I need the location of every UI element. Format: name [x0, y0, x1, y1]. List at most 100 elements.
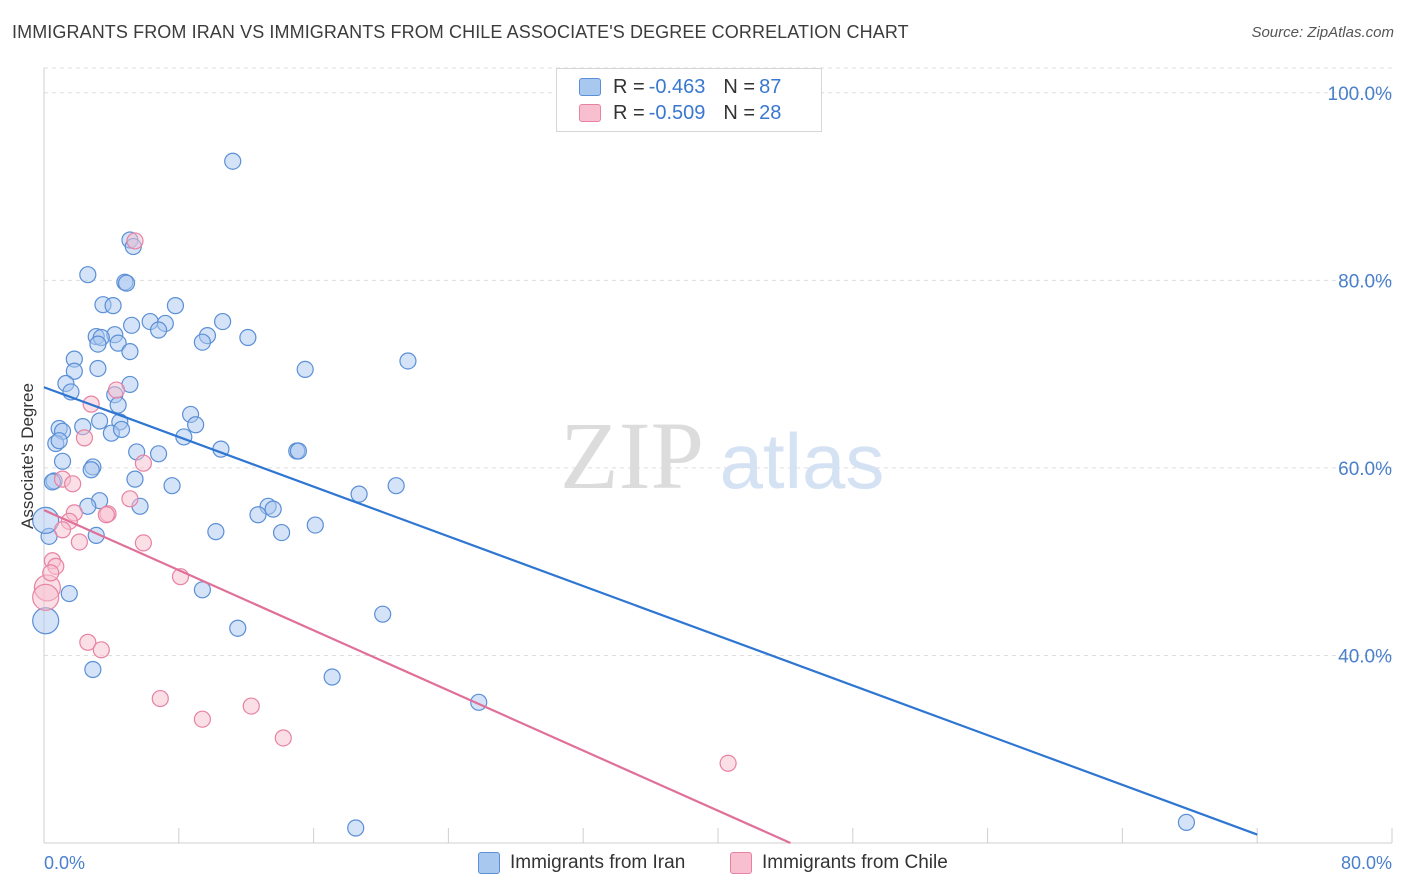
point-chile-1 — [107, 381, 126, 399]
y-tick-labels: 40.0% 60.0% 80.0% 100.0% — [1328, 84, 1393, 668]
point-iran-22 — [121, 342, 139, 361]
source-label: Source: ZipAtlas.com — [1251, 24, 1394, 41]
point-chile-3 — [75, 429, 94, 447]
point-iran-66 — [207, 523, 225, 541]
gridlines — [44, 67, 1392, 656]
stats-legend: R = -0.463 N = 87 R = -0.509 N = 28 — [556, 68, 822, 132]
point-iran-20 — [89, 335, 107, 353]
point-iran-50 — [53, 452, 72, 470]
trendline-iran — [43, 386, 1258, 836]
point-iran-25 — [89, 359, 107, 378]
point-iran-63 — [264, 500, 282, 518]
bottom-legend-swatch-chile — [730, 852, 752, 874]
legend-swatch-iran — [579, 78, 601, 96]
point-iran-32 — [109, 396, 127, 414]
point-iran-77 — [323, 668, 341, 686]
legend-row-chile: R = -0.509 N = 28 — [579, 100, 781, 126]
bottom-legend-label-chile: Immigrants from Chile — [762, 852, 948, 873]
legend-r-value-chile: -0.509 — [648, 101, 706, 124]
series-chile-points — [32, 232, 737, 772]
point-chile-21 — [79, 633, 97, 651]
point-iran-58 — [350, 485, 368, 503]
point-chile-14 — [70, 533, 88, 551]
bottom-legend-swatch-iran — [478, 852, 500, 874]
point-iran-5 — [117, 274, 136, 292]
bottom-legend-iran[interactable]: Immigrants from Iran — [478, 852, 685, 874]
legend-r-label: R = — [613, 101, 645, 124]
point-chile-10 — [97, 506, 115, 524]
x-ticks — [43, 828, 1393, 843]
y-tick-label-40: 40.0% — [1338, 646, 1392, 667]
y-tick-label-100: 100.0% — [1328, 84, 1393, 105]
point-iran-74 — [229, 619, 247, 637]
y-axis-label: Associate's Degree — [18, 383, 37, 529]
point-iran-79 — [347, 819, 365, 837]
point-iran-34 — [91, 412, 109, 430]
trendline-chile — [43, 509, 791, 845]
point-iran-27 — [296, 360, 314, 379]
trendlines — [43, 386, 1258, 845]
point-chile-6 — [64, 475, 82, 493]
legend-row-iran: R = -0.463 N = 87 — [579, 74, 781, 100]
y-tick-label-60: 60.0% — [1338, 459, 1392, 480]
point-iran-76 — [84, 660, 102, 679]
legend-r-value-iran: -0.463 — [648, 75, 706, 98]
x-tick-label-80: 80.0% — [1341, 853, 1392, 873]
point-chile-4 — [134, 454, 153, 472]
point-iran-65 — [306, 516, 324, 534]
point-chile-7 — [121, 490, 139, 508]
point-iran-67 — [272, 523, 291, 542]
point-iran-52 — [82, 461, 100, 479]
legend-n-value-chile: 28 — [759, 101, 782, 124]
point-iran-19 — [109, 334, 127, 352]
point-iran-57 — [387, 477, 405, 495]
legend-n-value-iran: 87 — [759, 75, 782, 98]
series-iran-points — [32, 152, 1196, 837]
x-tick-labels: 0.0% 80.0% — [44, 853, 1392, 873]
point-iran-80 — [1177, 813, 1196, 831]
legend-n-label: N = — [723, 75, 756, 98]
point-iran-12 — [123, 316, 141, 334]
point-chile-27 — [719, 754, 737, 772]
point-chile-20 — [32, 583, 60, 611]
bottom-legend-label-iran: Immigrants from Iran — [510, 852, 686, 873]
point-iran-48 — [149, 445, 168, 463]
point-iran-75 — [32, 607, 60, 635]
point-chile-25 — [242, 697, 260, 715]
point-iran-56 — [163, 477, 181, 495]
point-iran-41 — [112, 420, 131, 439]
bottom-legend-chile[interactable]: Immigrants from Chile — [730, 852, 948, 874]
point-chile-24 — [193, 710, 211, 728]
point-iran-49 — [289, 442, 308, 460]
point-chile-12 — [53, 521, 72, 539]
watermark: ZIP atlas — [560, 402, 884, 509]
point-chile-19 — [42, 564, 60, 582]
point-iran-7 — [104, 297, 122, 315]
point-chile-22 — [92, 641, 110, 659]
point-iran-18 — [239, 328, 257, 347]
legend-n-label: N = — [723, 101, 756, 124]
point-iran-64 — [249, 506, 267, 524]
point-iran-21 — [193, 333, 211, 351]
point-iran-11 — [214, 312, 232, 331]
point-iran-44 — [50, 432, 68, 450]
x-tick-label-0: 0.0% — [44, 853, 85, 873]
point-iran-37 — [187, 416, 205, 434]
watermark-atlas: atlas — [720, 417, 885, 505]
point-chile-13 — [134, 534, 153, 552]
point-iran-72 — [60, 584, 78, 603]
point-chile-0 — [126, 232, 144, 250]
y-tick-label-80: 80.0% — [1338, 271, 1392, 292]
point-chile-23 — [151, 689, 169, 708]
point-iran-0 — [224, 152, 242, 170]
chart-title: IMMIGRANTS FROM IRAN VS IMMIGRANTS FROM … — [12, 22, 909, 42]
legend-r-label: R = — [613, 75, 645, 98]
point-iran-13 — [149, 321, 168, 339]
point-iran-3 — [79, 266, 97, 284]
watermark-zip: ZIP — [560, 402, 704, 509]
point-iran-24 — [399, 352, 417, 370]
axes — [43, 68, 1392, 844]
point-iran-53 — [126, 470, 144, 488]
point-iran-26 — [65, 362, 83, 380]
